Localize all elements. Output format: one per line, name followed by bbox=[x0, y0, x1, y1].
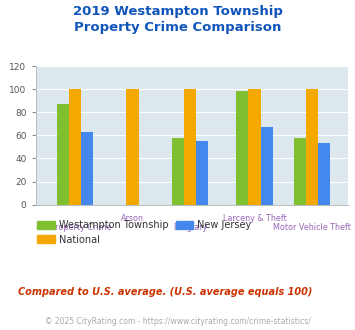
Bar bbox=[318, 143, 330, 205]
Bar bbox=[126, 89, 138, 205]
Text: Compared to U.S. average. (U.S. average equals 100): Compared to U.S. average. (U.S. average … bbox=[18, 287, 312, 297]
Bar bbox=[57, 104, 69, 205]
Bar bbox=[171, 138, 184, 205]
Bar bbox=[69, 89, 81, 205]
Text: 2019 Westampton Township
Property Crime Comparison: 2019 Westampton Township Property Crime … bbox=[72, 5, 283, 34]
Bar bbox=[184, 89, 196, 205]
Bar bbox=[196, 141, 208, 205]
Bar bbox=[306, 89, 318, 205]
Bar bbox=[261, 127, 273, 205]
Legend: Westampton Township, National, New Jersey: Westampton Township, National, New Jerse… bbox=[33, 216, 256, 249]
Text: © 2025 CityRating.com - https://www.cityrating.com/crime-statistics/: © 2025 CityRating.com - https://www.city… bbox=[45, 317, 310, 326]
Text: Larceny & Theft: Larceny & Theft bbox=[223, 214, 286, 223]
Bar bbox=[294, 138, 306, 205]
Text: Motor Vehicle Theft: Motor Vehicle Theft bbox=[273, 223, 351, 232]
Bar bbox=[81, 132, 93, 205]
Bar bbox=[248, 89, 261, 205]
Text: Burglary: Burglary bbox=[173, 223, 207, 232]
Bar bbox=[236, 91, 248, 205]
Text: Arson: Arson bbox=[121, 214, 144, 223]
Text: All Property Crime: All Property Crime bbox=[38, 223, 112, 232]
